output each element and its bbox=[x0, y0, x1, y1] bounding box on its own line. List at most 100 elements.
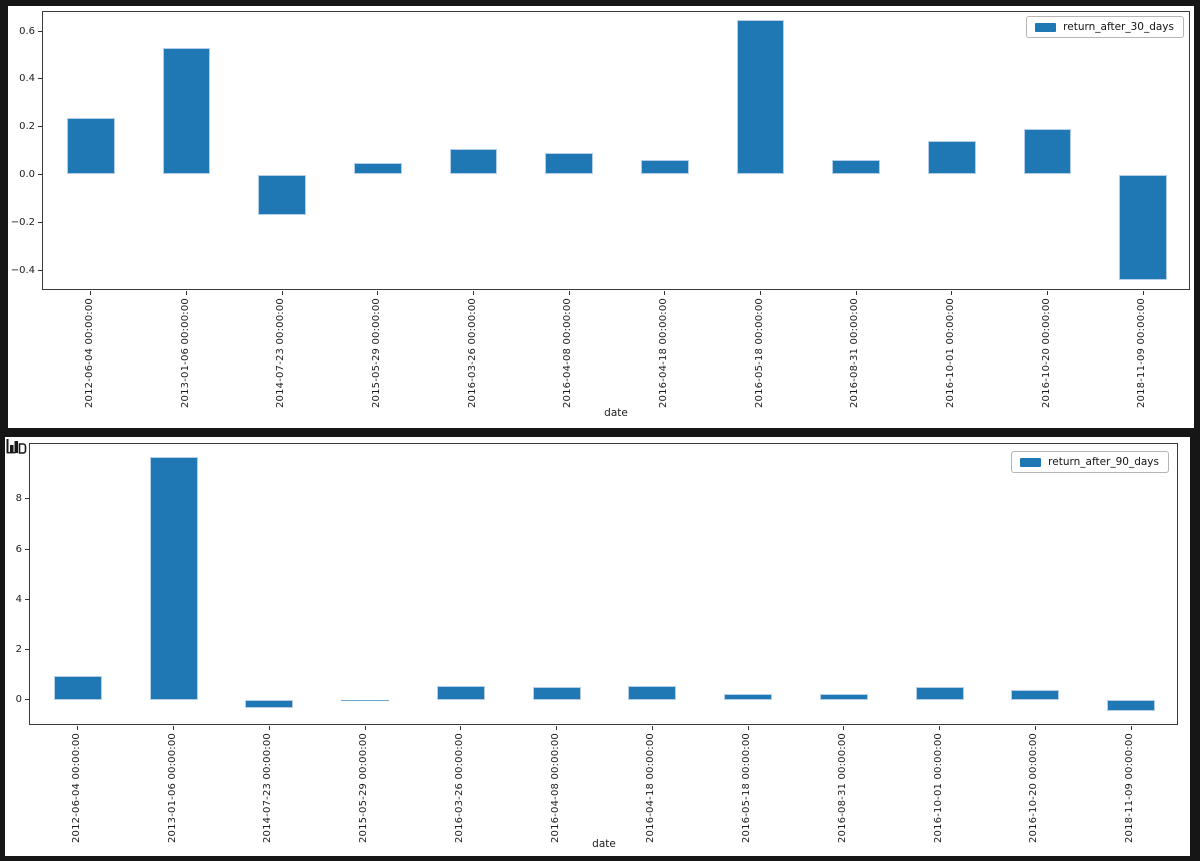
y-tick-label: −0.4 bbox=[10, 264, 35, 276]
x-tick-label: 2016-08-31 00:00:00 bbox=[849, 298, 861, 409]
y-tick-label: 6 bbox=[15, 543, 22, 555]
x-tick-mark bbox=[939, 726, 941, 730]
x-tick-label: 2012-06-04 00:00:00 bbox=[83, 298, 95, 409]
bar-1-0 bbox=[53, 676, 102, 700]
x-tick-label: 2013-01-06 00:00:00 bbox=[166, 733, 178, 844]
x-tick-mark bbox=[186, 291, 187, 295]
x-tick-label: 2014-07-23 00:00:00 bbox=[262, 733, 274, 844]
x-tick-label: 2016-04-18 00:00:00 bbox=[657, 298, 669, 409]
bar-1-6 bbox=[628, 686, 677, 700]
x-tick-mark bbox=[1047, 291, 1048, 295]
x-tick-mark bbox=[473, 291, 474, 295]
y-tick-label: 0.4 bbox=[19, 73, 35, 85]
bar-1-9 bbox=[915, 687, 964, 700]
x-tick-mark bbox=[1034, 726, 1036, 730]
y-tick-mark bbox=[25, 548, 30, 550]
x-tick-label: 2016-04-08 00:00:00 bbox=[549, 733, 561, 844]
bar-0-8 bbox=[832, 160, 881, 175]
x-axis-title: date bbox=[592, 838, 616, 850]
bar-0-3 bbox=[353, 162, 402, 175]
y-tick-mark bbox=[38, 78, 43, 80]
x-tick-mark bbox=[364, 726, 366, 730]
bar-0-2 bbox=[258, 174, 307, 216]
bar-0-4 bbox=[449, 149, 498, 175]
x-tick-label: 2016-03-26 00:00:00 bbox=[466, 298, 478, 409]
x-tick-mark bbox=[460, 726, 462, 730]
x-tick-label: 2016-04-18 00:00:00 bbox=[645, 733, 657, 844]
x-tick-label: 2016-05-18 00:00:00 bbox=[741, 733, 753, 844]
bar-1-7 bbox=[724, 693, 773, 700]
figure-return-after-90-days: return_after_90_days 8 6 4 2 0 2012-06-04 00:… bbox=[5, 437, 1190, 856]
y-tick-label: 0.6 bbox=[19, 25, 35, 37]
x-tick-mark bbox=[568, 291, 570, 295]
y-tick-label: 8 bbox=[15, 493, 22, 505]
x-tick-label: 2016-10-01 00:00:00 bbox=[944, 298, 956, 409]
x-tick-mark bbox=[556, 726, 558, 730]
x-tick-label: 2012-06-04 00:00:00 bbox=[70, 733, 82, 844]
bar-1-11 bbox=[1107, 699, 1156, 712]
x-tick-mark bbox=[664, 291, 666, 295]
x-tick-label: 2016-08-31 00:00:00 bbox=[836, 733, 848, 844]
x-tick-mark bbox=[77, 726, 79, 730]
x-tick-mark bbox=[377, 291, 379, 295]
x-tick-label: 2018-11-09 00:00:00 bbox=[1136, 298, 1148, 409]
x-tick-mark bbox=[1142, 291, 1144, 295]
x-tick-label: 2013-01-06 00:00:00 bbox=[179, 298, 191, 409]
bar-0-9 bbox=[927, 141, 976, 175]
x-tick-mark bbox=[268, 726, 270, 730]
y-tick-mark bbox=[38, 269, 43, 271]
y-tick-mark bbox=[25, 649, 30, 651]
x-tick-label: 2016-10-01 00:00:00 bbox=[932, 733, 944, 844]
bar-0-10 bbox=[1023, 129, 1072, 175]
x-tick-label: 2018-11-09 00:00:00 bbox=[1124, 733, 1136, 844]
legend-30-days: return_after_30_days bbox=[1026, 16, 1184, 38]
x-tick-mark bbox=[173, 726, 175, 730]
x-tick-label: 2016-10-20 00:00:00 bbox=[1028, 733, 1040, 844]
bar-0-11 bbox=[1119, 174, 1168, 280]
figure-return-after-30-days: return_after_30_days 0.6 0.4 0.2 0.0 −0.2 −0.… bbox=[8, 6, 1194, 428]
x-tick-label: 2016-05-18 00:00:00 bbox=[753, 298, 765, 409]
y-tick-label: 0 bbox=[15, 694, 22, 706]
bar-0-6 bbox=[640, 160, 689, 175]
x-tick-mark bbox=[747, 726, 749, 730]
bar-0-1 bbox=[162, 47, 211, 175]
blue-bar-swatch-icon bbox=[1035, 22, 1057, 32]
y-tick-mark bbox=[25, 498, 30, 500]
legend-90-days: return_after_90_days bbox=[1011, 451, 1169, 473]
bar-1-2 bbox=[245, 699, 294, 708]
x-tick-mark bbox=[855, 291, 857, 295]
y-tick-label: 4 bbox=[15, 593, 22, 605]
legend-label: return_after_30_days bbox=[1063, 21, 1174, 33]
y-tick-label: 2 bbox=[15, 644, 22, 656]
x-tick-label: 2015-05-29 00:00:00 bbox=[358, 733, 370, 844]
x-tick-mark bbox=[1130, 726, 1132, 730]
plot-area-90-days: return_after_90_days 8 6 4 2 0 2012-06-04 00:… bbox=[16, 443, 1178, 843]
x-axis-title: date bbox=[604, 407, 628, 419]
y-tick-mark bbox=[38, 30, 43, 32]
x-tick-label: 2014-07-23 00:00:00 bbox=[275, 298, 287, 409]
bar-0-7 bbox=[736, 20, 785, 175]
bar-1-4 bbox=[436, 686, 485, 700]
x-tick-label: 2016-03-26 00:00:00 bbox=[453, 733, 465, 844]
bar-0-5 bbox=[545, 152, 594, 175]
bar-1-8 bbox=[819, 693, 868, 700]
y-tick-mark bbox=[38, 126, 43, 128]
x-tick-mark bbox=[951, 291, 953, 295]
y-tick-label: −0.2 bbox=[10, 216, 35, 228]
x-tick-label: 2016-10-20 00:00:00 bbox=[1040, 298, 1052, 409]
x-tick-mark bbox=[90, 291, 92, 295]
bar-0-0 bbox=[66, 118, 115, 175]
x-tick-mark bbox=[760, 291, 761, 295]
bar-1-10 bbox=[1011, 689, 1060, 700]
y-tick-mark bbox=[25, 598, 30, 600]
bar-1-5 bbox=[532, 687, 581, 700]
y-tick-mark bbox=[38, 221, 43, 223]
x-tick-mark bbox=[651, 726, 653, 730]
y-tick-mark bbox=[25, 699, 30, 701]
bar-1-3 bbox=[341, 699, 390, 702]
plot-area-30-days: return_after_30_days 0.6 0.4 0.2 0.0 −0.2 −0.… bbox=[11, 11, 1190, 408]
x-tick-mark bbox=[281, 291, 283, 295]
x-tick-label: 2016-04-08 00:00:00 bbox=[562, 298, 574, 409]
y-tick-label: 0.0 bbox=[19, 169, 35, 180]
